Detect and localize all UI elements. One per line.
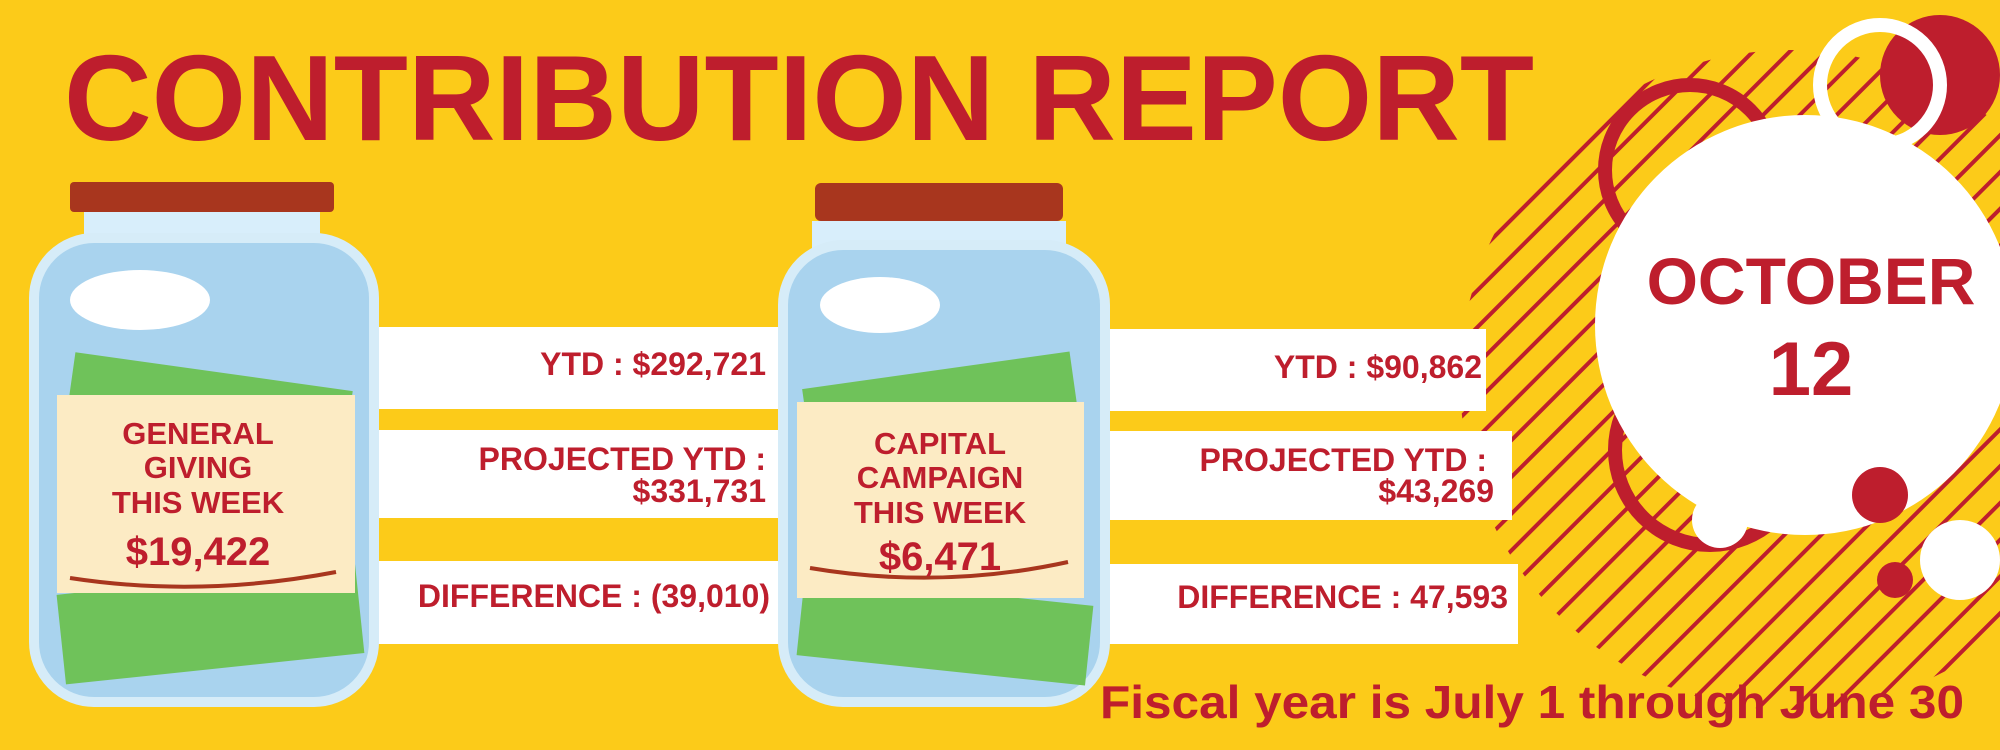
dot xyxy=(1920,520,2000,600)
footer-note: Fiscal year is July 1 through June 30 xyxy=(1100,676,1964,728)
stat-bar xyxy=(376,327,781,409)
jar-label-text: THIS WEEK xyxy=(854,495,1027,530)
ytd: YTD : $90,862 xyxy=(1274,349,1482,385)
decoration xyxy=(1460,15,2000,710)
date-circle xyxy=(1595,115,2000,535)
dot xyxy=(1852,467,1908,523)
date-day: 12 xyxy=(1769,327,1854,412)
money xyxy=(796,575,1094,686)
stat-bar xyxy=(376,561,781,644)
projected-value: $331,731 xyxy=(633,473,766,509)
jar-label-text: CAPITAL xyxy=(874,426,1006,461)
label-line xyxy=(69,570,337,589)
ytd: YTD : $292,721 xyxy=(540,346,766,382)
difference: DIFFERENCE : 47,593 xyxy=(1177,579,1508,615)
stat-bar xyxy=(1103,564,1518,644)
jar-amount: $6,471 xyxy=(879,535,1001,579)
jar-label-text: THIS WEEK xyxy=(112,485,285,520)
jar-shine xyxy=(70,270,210,330)
money xyxy=(56,563,365,685)
title: CONTRIBUTION REPORT xyxy=(64,30,1534,166)
jar-lid xyxy=(70,182,334,212)
jar-label-text: GIVING xyxy=(144,450,253,485)
dot xyxy=(1692,492,1748,548)
jar-label-text: GENERAL xyxy=(122,416,274,451)
stat-bar xyxy=(1103,329,1486,411)
date-month: OCTOBER xyxy=(1647,244,1976,318)
jar-lid xyxy=(815,183,1063,221)
jar-amount: $19,422 xyxy=(126,530,271,574)
label-line xyxy=(809,560,1069,580)
projected-label: PROJECTED YTD : xyxy=(479,441,766,477)
jar xyxy=(29,182,379,707)
dot xyxy=(1877,562,1913,598)
projected-label: PROJECTED YTD : xyxy=(1200,442,1487,478)
projected-value: $43,269 xyxy=(1378,473,1494,509)
difference: DIFFERENCE : (39,010) xyxy=(418,578,770,614)
jar-label xyxy=(57,395,355,593)
jar xyxy=(778,183,1110,707)
jar-label xyxy=(797,402,1084,598)
jar-shine xyxy=(820,277,940,333)
stat-bar xyxy=(1103,431,1512,520)
jar-label-text: CAMPAIGN xyxy=(857,460,1023,495)
stat-bar xyxy=(376,430,781,518)
